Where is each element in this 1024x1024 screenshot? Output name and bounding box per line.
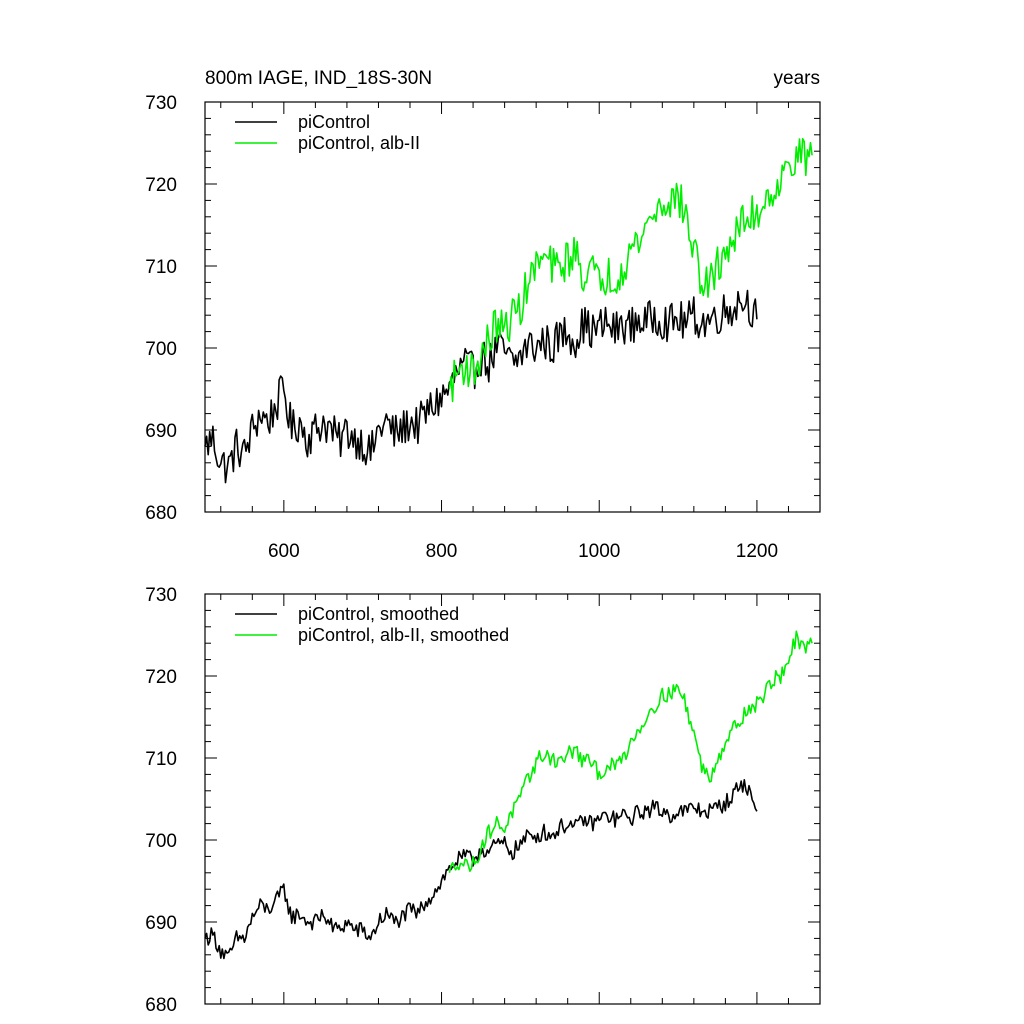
y-tick-label: 710: [145, 257, 177, 278]
y-tick-label: 720: [145, 667, 177, 688]
y-tick-label: 730: [145, 585, 177, 606]
plot-frame: [204, 101, 821, 513]
y-tick-label: 680: [145, 995, 177, 1016]
y-tick-label: 720: [145, 175, 177, 196]
legend-label: piControl, alb-II: [298, 133, 420, 153]
y-tick-label: 710: [145, 749, 177, 770]
legend-label: piControl: [298, 112, 370, 132]
y-tick-label: 690: [145, 913, 177, 934]
y-tick-label: 690: [145, 421, 177, 442]
x-tick-label: 1200: [736, 541, 778, 562]
x-tick-label: 600: [268, 541, 300, 562]
top-panel: 680 690 700 710 720 730 600 800 1000 1200 800m IAG…: [145, 68, 821, 562]
chart-title: 800m IAGE, IND_18S-30N: [205, 68, 432, 89]
y-tick-label: 700: [145, 339, 177, 360]
bottom-panel: 680 690 700 710 720 730 piControl, smoothedpiC…: [145, 585, 821, 1016]
legend-label: piControl, alb-II, smoothed: [298, 625, 509, 645]
units-label: years: [774, 68, 820, 89]
series-line: [204, 289, 758, 484]
legend-label: piControl, smoothed: [298, 604, 459, 624]
x-tick-label: 1000: [578, 541, 620, 562]
series-line: [448, 137, 813, 403]
x-tick-label: 800: [426, 541, 458, 562]
series-line: [204, 779, 758, 960]
y-tick-label: 730: [145, 93, 177, 114]
plot-frame: [204, 593, 821, 1005]
y-tick-label: 680: [145, 503, 177, 524]
series-line: [448, 630, 813, 873]
y-tick-label: 700: [145, 831, 177, 852]
